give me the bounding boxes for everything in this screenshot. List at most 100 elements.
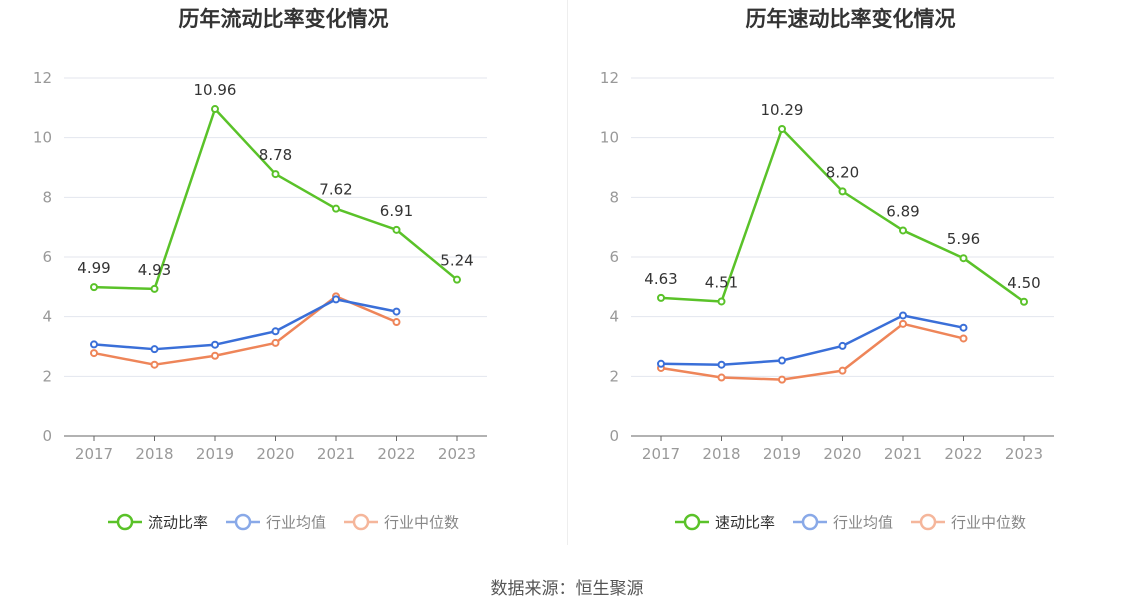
x-tick-label: 2017 xyxy=(642,445,680,463)
data-point xyxy=(778,356,786,365)
x-tick-label: 2018 xyxy=(702,445,740,463)
series-line xyxy=(93,298,397,351)
current-ratio-chart: 0 2 4 6 8 10 12 2017 2018 2019 2020 2021 2022 2023 4.9… xyxy=(33,69,487,532)
legend-label: 流动比率 xyxy=(148,514,208,532)
quick-ratio-chart: 0 2 4 6 8 10 12 2017 2018 2019 2020 2021 2022 2023 4.6… xyxy=(600,69,1054,532)
x-tick-label: 2022 xyxy=(377,445,415,463)
series-line xyxy=(660,322,964,381)
x-tick-label: 2019 xyxy=(763,445,801,463)
legend-label: 行业中位数 xyxy=(384,514,459,532)
legend-marker xyxy=(116,513,134,531)
data-label: 4.99 xyxy=(77,259,110,277)
data-point xyxy=(838,341,847,350)
series-line xyxy=(660,314,964,366)
y-tick-label: 6 xyxy=(42,248,52,266)
y-tick-label: 4 xyxy=(42,308,52,326)
y-tick-label: 8 xyxy=(42,188,52,206)
chart-title: 历年流动比率变化情况 xyxy=(178,7,389,31)
y-tick-label: 2 xyxy=(609,367,619,385)
y-tick-label: 6 xyxy=(609,248,619,266)
panel-divider xyxy=(567,0,568,545)
data-point xyxy=(1020,297,1028,306)
legend-marker xyxy=(801,513,819,531)
y-tick-label: 12 xyxy=(600,69,619,87)
data-point xyxy=(959,254,968,263)
data-label: 6.91 xyxy=(380,202,413,220)
y-tick-label: 12 xyxy=(33,69,52,87)
quick-ratio-panel: 历年速动比率变化情况 0 2 4 6 8 10 12 2017 2018 2019 2020 2021… xyxy=(567,0,1134,560)
data-point xyxy=(332,204,340,213)
data-point xyxy=(959,323,968,332)
data-point xyxy=(392,225,401,234)
data-label: 5.96 xyxy=(947,230,980,248)
data-label: 5.24 xyxy=(440,252,473,270)
data-point xyxy=(150,345,159,354)
x-tick-label: 2018 xyxy=(135,445,173,463)
data-point xyxy=(657,359,665,368)
y-tick-label: 8 xyxy=(609,188,619,206)
legend-marker xyxy=(683,513,701,531)
legend-marker xyxy=(919,513,937,531)
data-label: 7.62 xyxy=(319,181,352,199)
series-line xyxy=(93,295,397,366)
data-label: 6.89 xyxy=(886,202,919,220)
y-tick-label: 0 xyxy=(609,427,619,445)
data-label: 4.51 xyxy=(705,273,738,291)
data-point xyxy=(90,283,98,292)
y-tick-label: 10 xyxy=(600,129,619,147)
data-label: 8.20 xyxy=(826,163,859,181)
x-tick-label: 2020 xyxy=(256,445,294,463)
data-point xyxy=(90,340,98,349)
data-point xyxy=(717,360,726,369)
legend-marker xyxy=(352,513,370,531)
data-point xyxy=(453,275,461,284)
x-tick-label: 2023 xyxy=(1005,445,1043,463)
data-point xyxy=(899,319,907,328)
data-point xyxy=(211,340,219,349)
data-label: 4.93 xyxy=(138,261,171,279)
data-point xyxy=(150,360,159,369)
data-point xyxy=(838,366,847,375)
data-point xyxy=(778,125,786,134)
x-tick-label: 2017 xyxy=(75,445,113,463)
data-point xyxy=(271,170,280,179)
data-point xyxy=(90,349,98,358)
data-label: 10.29 xyxy=(761,101,804,119)
data-point xyxy=(392,307,401,316)
y-tick-label: 10 xyxy=(33,129,52,147)
data-point xyxy=(211,351,219,360)
data-label: 10.96 xyxy=(194,81,237,99)
data-source: 数据来源：恒生聚源 xyxy=(490,579,644,599)
data-label: 4.50 xyxy=(1007,274,1040,292)
data-label: 8.78 xyxy=(259,146,292,164)
x-tick-label: 2019 xyxy=(196,445,234,463)
y-tick-label: 4 xyxy=(609,308,619,326)
chart-title: 历年速动比率变化情况 xyxy=(745,7,956,31)
data-point xyxy=(657,293,665,302)
data-point xyxy=(392,318,401,327)
data-point xyxy=(959,334,968,343)
data-point xyxy=(332,295,340,304)
current-ratio-panel: 历年流动比率变化情况 0 2 4 6 8 10 12 2017 2018 2019 2020 2021… xyxy=(0,0,567,560)
x-tick-label: 2021 xyxy=(317,445,355,463)
data-point xyxy=(211,105,219,114)
data-point xyxy=(899,226,907,235)
data-point xyxy=(150,284,159,293)
x-tick-label: 2021 xyxy=(884,445,922,463)
x-tick-label: 2023 xyxy=(438,445,476,463)
legend-label: 行业均值 xyxy=(833,514,893,532)
data-point xyxy=(838,187,847,196)
x-tick-label: 2022 xyxy=(944,445,982,463)
data-point xyxy=(899,311,907,320)
legend-label: 速动比率 xyxy=(715,514,775,532)
y-tick-label: 0 xyxy=(42,427,52,445)
data-point xyxy=(778,375,786,384)
data-point xyxy=(271,327,280,336)
x-tick-label: 2020 xyxy=(823,445,861,463)
y-tick-label: 2 xyxy=(42,367,52,385)
legend-label: 行业均值 xyxy=(266,514,326,532)
data-label: 4.63 xyxy=(644,270,677,288)
data-point xyxy=(717,373,726,382)
legend-marker xyxy=(234,513,252,531)
data-point xyxy=(717,297,726,306)
